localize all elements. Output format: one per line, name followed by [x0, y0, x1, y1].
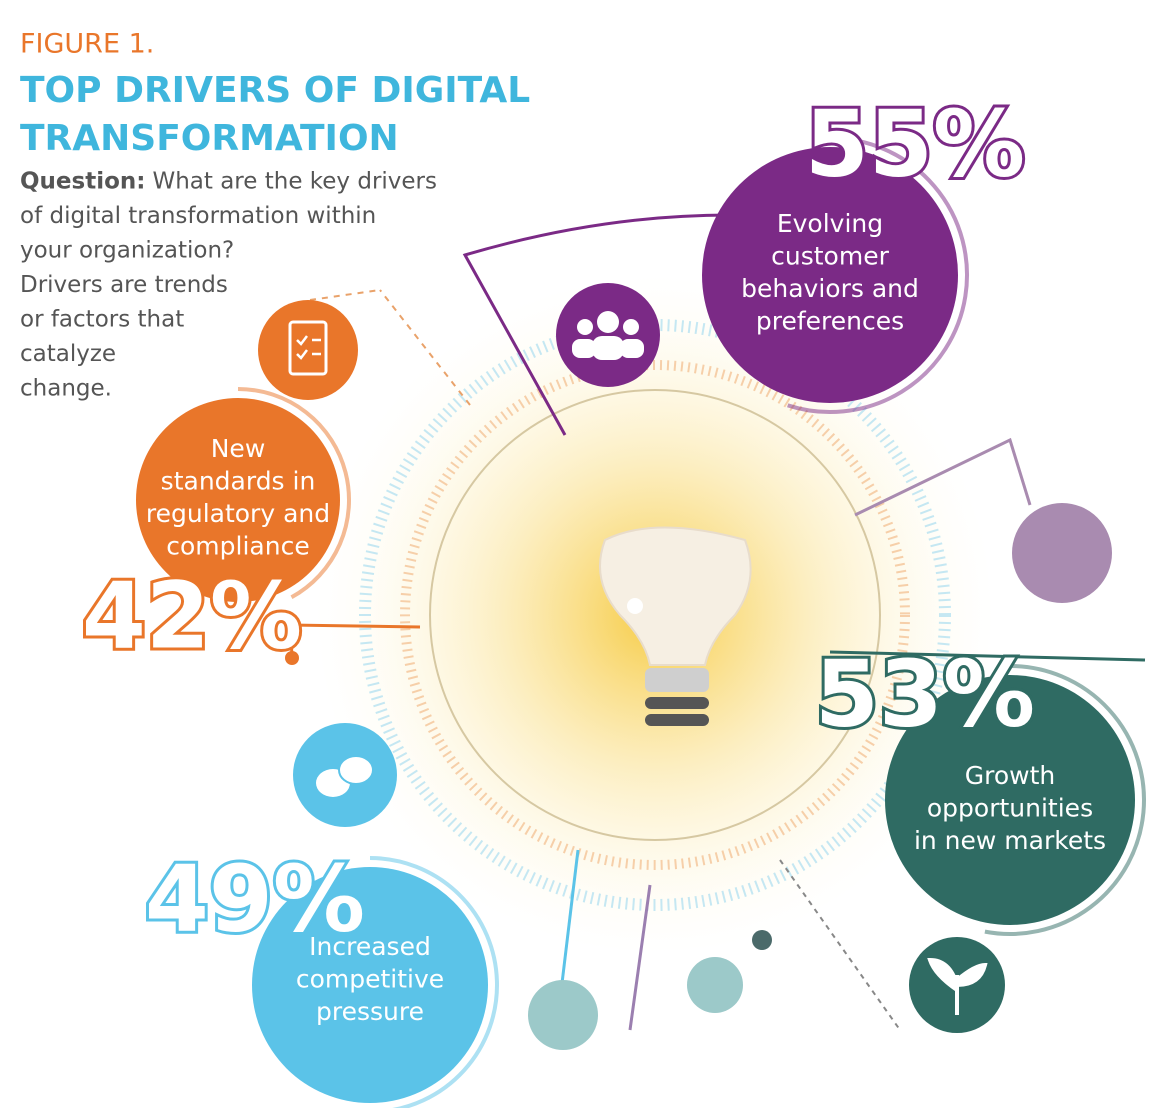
driver: Increased competitive pressure 49% — [142, 842, 499, 1108]
driver: Growth opportunities in new markets 53% — [812, 637, 1146, 936]
driver-label: preferences — [756, 307, 904, 336]
value-arc — [787, 136, 969, 414]
driver-label: pressure — [316, 997, 424, 1026]
question-line: change. — [20, 376, 112, 402]
driver: New standards in regulatory and compliance4… — [79, 387, 351, 672]
question-line: What are the key drivers — [152, 169, 437, 195]
driver-label: New — [211, 434, 266, 463]
driver-label: behaviors and — [741, 274, 919, 303]
question-line: Drivers are trends — [20, 272, 228, 298]
question-line: catalyze — [20, 341, 116, 367]
title-line: TRANSFORMATION — [20, 118, 399, 159]
driver-percent: 55% — [805, 90, 1025, 197]
question-line: or factors that — [20, 307, 184, 333]
figure-label: FIGURE 1. — [20, 29, 154, 60]
driver-label: in new markets — [914, 826, 1106, 855]
title: TOP DRIVERS OF DIGITAL TRANSFORMATION — [20, 70, 530, 159]
driver-label: competitive — [296, 965, 444, 994]
driver-label: Evolving — [777, 209, 883, 238]
decoration — [258, 213, 1146, 1050]
driver-label: regulatory and — [146, 499, 330, 528]
question-label: Question: — [20, 169, 145, 195]
driver-bubble — [885, 675, 1135, 925]
driver-label: Increased — [309, 932, 431, 961]
driver-label: opportunities — [927, 794, 1093, 823]
driver-label: customer — [771, 242, 889, 271]
driver-percent: 42% — [82, 562, 302, 669]
driver-label: compliance — [166, 532, 309, 561]
value-arc — [237, 387, 351, 600]
question-line: your organization? — [20, 238, 234, 264]
driver-percent: 53% — [815, 640, 1035, 747]
driver-label: standards in — [161, 467, 316, 496]
value-arc — [369, 856, 499, 1108]
driver: Evolving customer behaviors and preferences… — [702, 87, 1028, 414]
driver-bubble — [252, 867, 488, 1103]
driver-label: Growth — [965, 761, 1056, 790]
driver-bubble — [136, 398, 340, 602]
title-line: TOP DRIVERS OF DIGITAL — [20, 70, 530, 111]
value-arc — [984, 664, 1146, 936]
driver-percent: 49% — [145, 845, 365, 952]
driver-bubble — [702, 147, 958, 403]
question-line: of digital transformation within — [20, 203, 376, 229]
question: Question: What are the key drivers of digi… — [20, 169, 437, 402]
drivers: Evolving customer behaviors and preferences… — [79, 87, 1146, 1108]
